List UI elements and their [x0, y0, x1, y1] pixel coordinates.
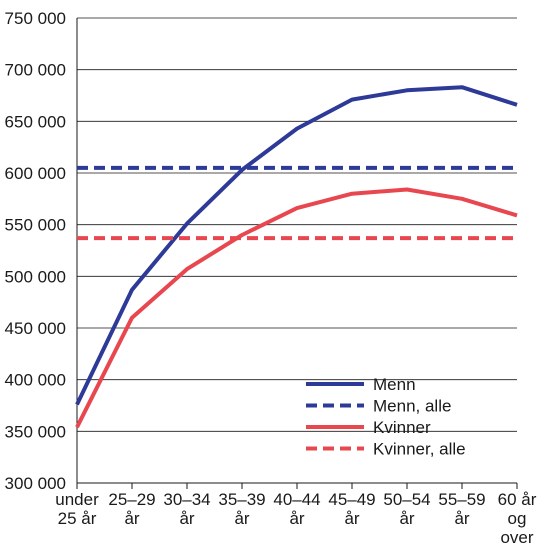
y-tick-label: 450 000: [5, 319, 66, 338]
legend-label-kvinner: Kvinner: [373, 418, 431, 437]
x-tick-label: 25–29 år: [108, 490, 155, 528]
gridlines: [77, 17, 517, 432]
series-group: [75, 85, 518, 429]
y-tick-label: 550 000: [5, 216, 66, 235]
legend-label-menn: Menn: [373, 375, 416, 394]
y-axis: 300 000 350 000 400 000 450 000 500 000 550 0…: [5, 9, 78, 493]
series-line-kvinner: [75, 187, 518, 429]
legend-label-kvinner-alle: Kvinner, alle: [373, 440, 466, 459]
legend-label-menn-alle: Menn, alle: [373, 397, 451, 416]
y-tick-label: 350 000: [5, 422, 66, 441]
x-tick-label: 60 år og over: [498, 490, 537, 547]
y-tick-label: 300 000: [5, 474, 66, 493]
y-tick-label: 600 000: [5, 164, 66, 183]
y-tick-label: 750 000: [5, 9, 66, 28]
series-line-menn: [75, 85, 518, 406]
x-tick-label: 55–59 år: [438, 490, 485, 528]
x-tick-label: 50–54 år: [383, 490, 430, 528]
x-tick-label: 30–34 år: [163, 490, 210, 528]
x-tick-label: 40–44 år: [273, 490, 320, 528]
y-tick-label: 650 000: [5, 112, 66, 131]
y-tick-label: 400 000: [5, 371, 66, 390]
legend: Menn Menn, alle Kvinner Kvinner, alle: [306, 375, 466, 459]
y-tick-label: 700 000: [5, 61, 66, 80]
y-tick-label: 500 000: [5, 267, 66, 286]
x-tick-label: under 25 år: [55, 490, 99, 528]
x-tick-label: 45–49 år: [328, 490, 375, 528]
x-tick-label: 35–39 år: [218, 490, 265, 528]
